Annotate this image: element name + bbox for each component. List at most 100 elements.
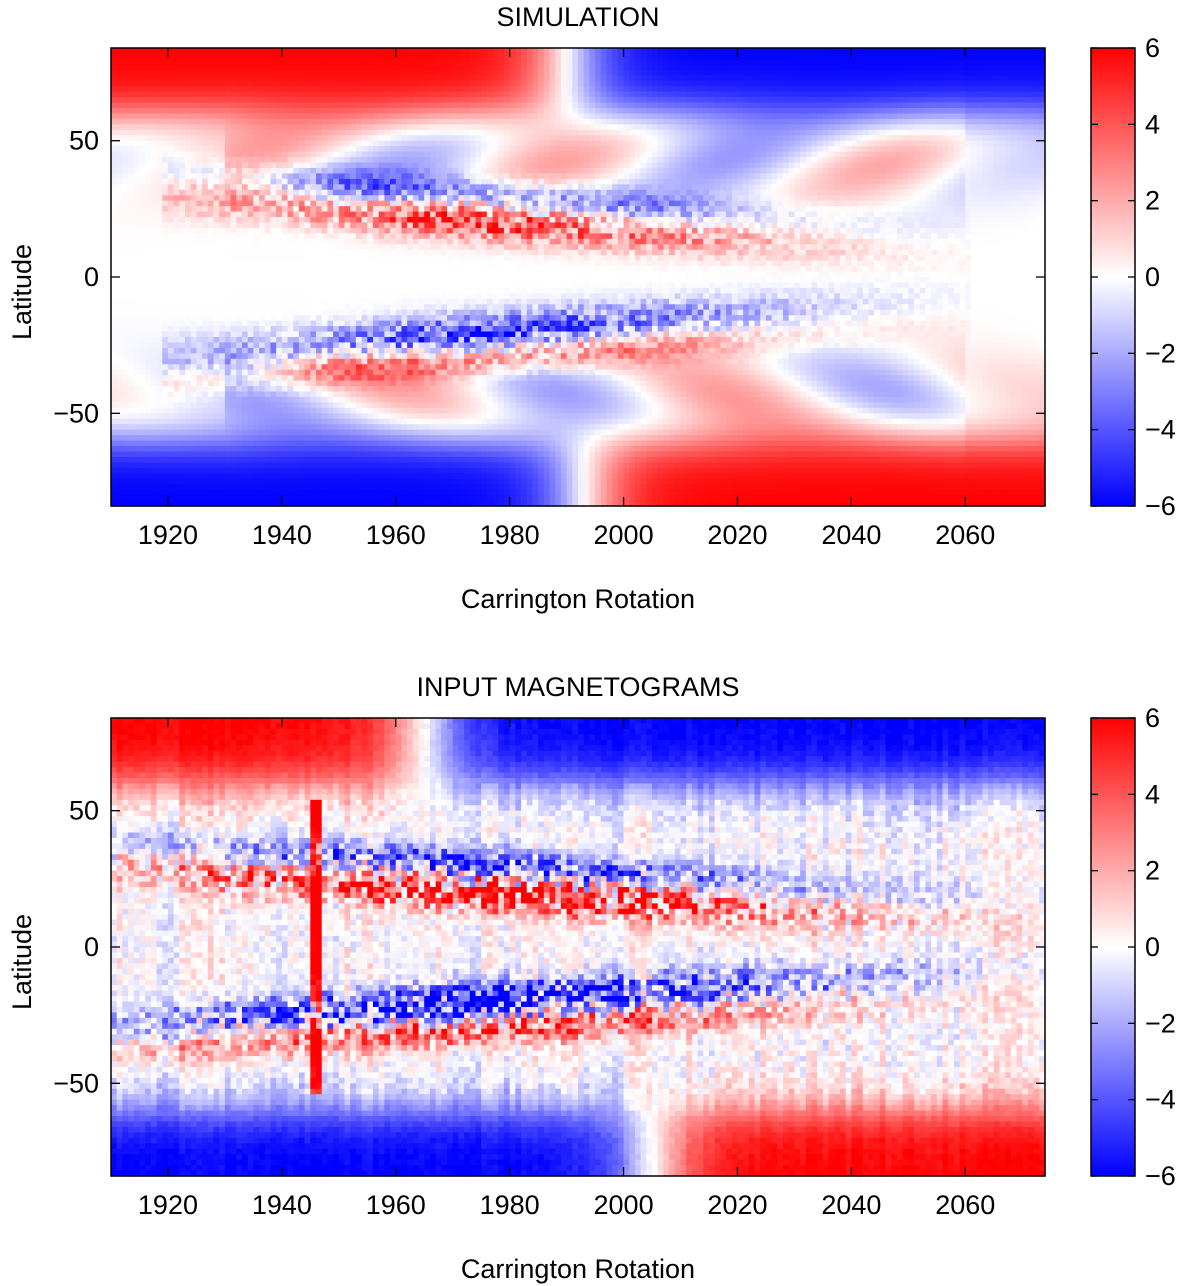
heatmap-cell	[276, 140, 283, 147]
heatmap-cell	[407, 140, 414, 147]
heatmap-cell	[179, 211, 186, 218]
heatmap-cell	[372, 358, 380, 365]
heatmap-cell	[407, 375, 414, 382]
heatmap-cell	[310, 195, 317, 202]
heatmap-cell	[407, 407, 414, 414]
heatmap-cell	[167, 326, 175, 333]
heatmap-cell	[128, 173, 135, 180]
heatmap-cell	[241, 173, 249, 180]
heatmap-cell	[424, 124, 431, 131]
heatmap-cell	[293, 86, 300, 93]
heatmap-cell	[139, 467, 146, 474]
heatmap-cell	[327, 407, 334, 414]
heatmap-cell	[304, 69, 311, 76]
heatmap-cell	[253, 298, 260, 305]
heatmap-cell	[412, 244, 420, 251]
heatmap-cell	[424, 424, 431, 431]
heatmap-cell	[128, 140, 135, 147]
heatmap-cell	[293, 462, 300, 469]
heatmap-cell	[236, 418, 243, 425]
heatmap-cell	[372, 69, 380, 76]
heatmap-cell	[390, 358, 397, 365]
heatmap-cell	[190, 217, 198, 224]
heatmap-cell	[390, 320, 397, 327]
heatmap-cell	[378, 304, 385, 311]
heatmap-cell	[156, 435, 163, 442]
heatmap-cell	[429, 255, 437, 262]
heatmap-cell	[185, 255, 192, 262]
heatmap-cell	[304, 157, 311, 164]
heatmap-cell	[281, 386, 289, 393]
heatmap-cell	[424, 206, 431, 213]
heatmap-cell	[367, 217, 374, 224]
heatmap-cell	[270, 255, 277, 262]
heatmap-cell	[316, 375, 323, 382]
heatmap-cell	[355, 48, 363, 55]
heatmap-cell	[281, 184, 289, 191]
heatmap-cell	[338, 326, 346, 333]
heatmap-cell	[418, 206, 425, 213]
heatmap-cell	[418, 162, 425, 169]
heatmap-cell	[293, 489, 300, 496]
heatmap-cell	[264, 331, 272, 338]
heatmap-cell	[350, 293, 357, 300]
heatmap-cell	[139, 48, 146, 55]
heatmap-cell	[401, 178, 408, 185]
heatmap-cell	[128, 489, 135, 496]
heatmap-cell	[139, 162, 146, 169]
heatmap-cell	[236, 244, 243, 251]
heatmap-cell	[213, 222, 220, 229]
heatmap-cell	[145, 255, 152, 262]
heatmap-cell	[418, 178, 425, 185]
heatmap-cell	[207, 97, 215, 104]
heatmap-cell	[219, 189, 226, 196]
heatmap-cell	[361, 336, 368, 344]
heatmap-cell	[304, 118, 311, 125]
heatmap-cell	[418, 413, 425, 420]
heatmap-cell	[355, 407, 363, 414]
heatmap-cell	[367, 260, 374, 267]
heatmap-cell	[247, 113, 254, 120]
heatmap-cell	[401, 173, 408, 180]
heatmap-cell	[145, 375, 152, 382]
heatmap-cell	[327, 195, 334, 202]
heatmap-cell	[350, 91, 357, 98]
heatmap-cell	[236, 429, 243, 436]
heatmap-cell	[224, 48, 232, 55]
heatmap-cell	[241, 440, 249, 447]
heatmap-cell	[293, 135, 300, 142]
heatmap-cell	[116, 484, 123, 491]
heatmap-cell	[224, 189, 232, 196]
heatmap-cell	[202, 369, 209, 376]
heatmap-cell	[327, 495, 334, 502]
heatmap-cell	[259, 266, 266, 273]
heatmap-cell	[179, 451, 186, 458]
heatmap-cell	[219, 91, 226, 98]
heatmap-cell	[230, 358, 237, 365]
heatmap-cell	[185, 451, 192, 458]
heatmap-cell	[270, 271, 277, 278]
heatmap-cell	[236, 151, 243, 158]
heatmap-cell	[441, 140, 448, 147]
heatmap-cell	[270, 391, 277, 398]
heatmap-cell	[350, 48, 357, 55]
heatmap-cell	[338, 244, 346, 251]
heatmap-cell	[139, 326, 146, 333]
heatmap-cell	[156, 151, 163, 158]
heatmap-cell	[367, 364, 374, 371]
heatmap-cell	[395, 293, 403, 300]
heatmap-cell	[429, 369, 437, 376]
heatmap-cell	[111, 129, 118, 136]
heatmap-cell	[281, 424, 289, 431]
heatmap-cell	[190, 331, 198, 338]
heatmap-cell	[196, 413, 203, 420]
heatmap-cell	[367, 440, 374, 447]
heatmap-cell	[276, 336, 283, 344]
heatmap-cell	[264, 162, 272, 169]
heatmap-cell	[173, 347, 180, 354]
heatmap-cell	[139, 124, 146, 131]
heatmap-cell	[196, 266, 203, 273]
heatmap-cell	[167, 173, 175, 180]
heatmap-cell	[304, 369, 311, 376]
heatmap-cell	[259, 58, 266, 65]
